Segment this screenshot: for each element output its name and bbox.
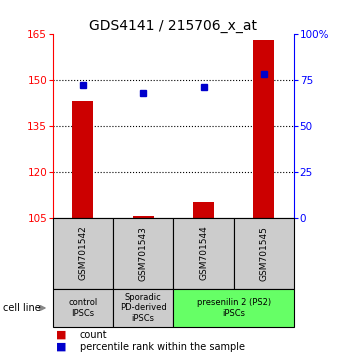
Text: GSM701544: GSM701544 [199,226,208,280]
Text: Sporadic
PD-derived
iPSCs: Sporadic PD-derived iPSCs [120,293,167,323]
Bar [234,218,294,289]
Bar [53,289,113,327]
Bar [193,202,214,218]
Text: presenilin 2 (PS2)
iPSCs: presenilin 2 (PS2) iPSCs [197,298,271,318]
Bar [72,101,94,218]
Text: ■: ■ [56,330,67,340]
Bar [53,218,113,289]
Text: cell line: cell line [3,303,41,313]
Text: GSM701543: GSM701543 [139,225,148,281]
Text: count: count [80,330,107,340]
Bar [173,289,294,327]
Bar [113,289,173,327]
Bar [133,216,154,218]
Title: GDS4141 / 215706_x_at: GDS4141 / 215706_x_at [89,19,257,33]
Bar [113,218,173,289]
Text: GSM701542: GSM701542 [79,226,87,280]
Text: control
IPSCs: control IPSCs [68,298,98,318]
Text: ■: ■ [56,342,67,352]
Text: percentile rank within the sample: percentile rank within the sample [80,342,245,352]
Bar [173,218,234,289]
Text: GSM701545: GSM701545 [259,225,268,281]
Bar [253,40,274,218]
